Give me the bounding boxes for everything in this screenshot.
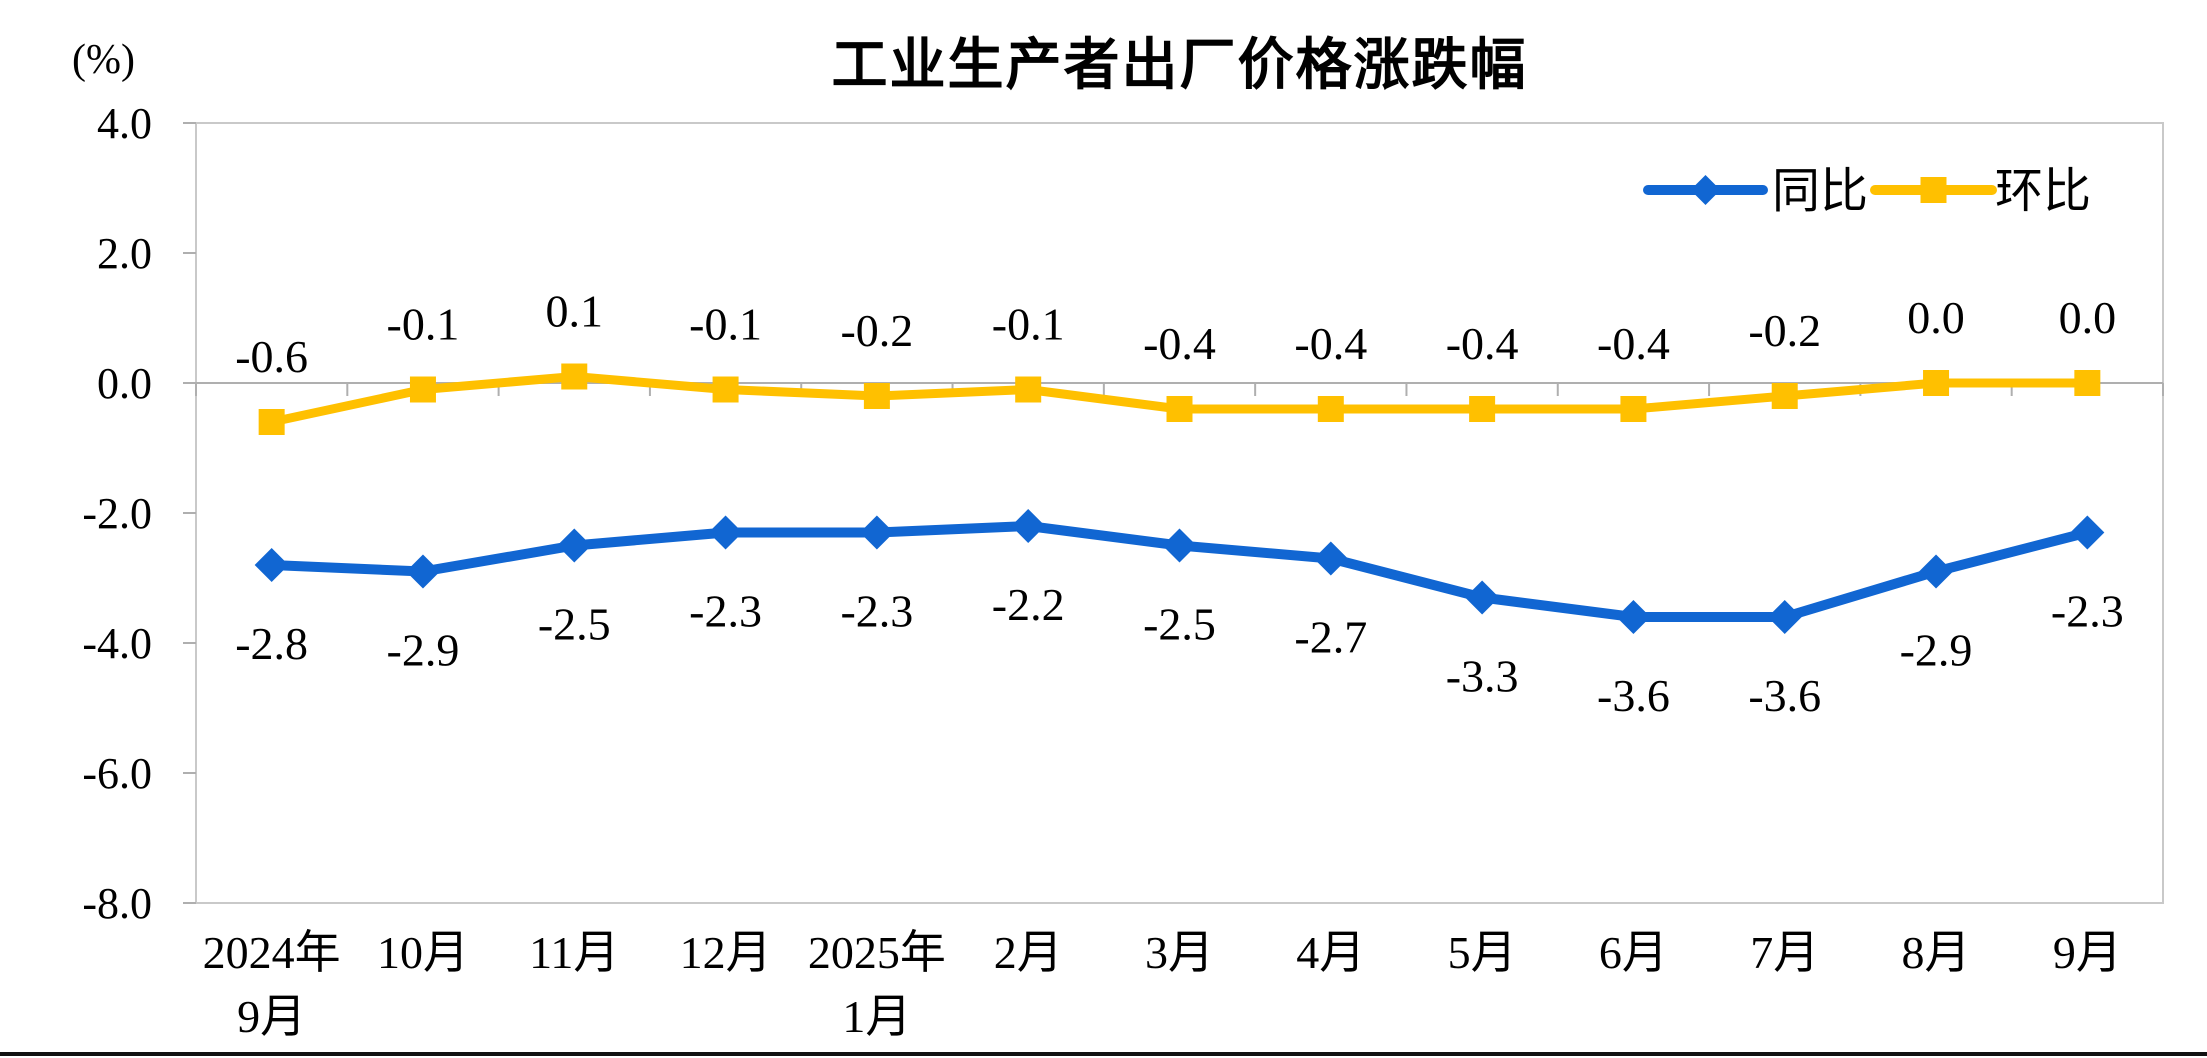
marker-yoy xyxy=(1767,600,1802,634)
x-axis-label: 2024年 xyxy=(203,927,341,978)
marker-yoy xyxy=(1011,509,1046,543)
y-axis-tick-label: -2.0 xyxy=(82,489,152,538)
y-axis-tick-label: -8.0 xyxy=(82,879,152,928)
marker-mom xyxy=(863,383,890,409)
data-label-yoy: -3.6 xyxy=(1597,670,1670,721)
marker-yoy xyxy=(1162,528,1197,563)
x-axis-label: 2025年 xyxy=(808,927,946,978)
data-label-mom: 0.0 xyxy=(2059,292,2117,343)
x-axis-label: 5月 xyxy=(1448,927,1517,978)
y-axis-tick-label: 2.0 xyxy=(97,229,152,278)
marker-mom xyxy=(1015,376,1042,403)
data-label-yoy: -2.3 xyxy=(2051,586,2124,637)
legend-item-yoy: 同比 xyxy=(1643,165,1868,218)
data-label-yoy: -2.5 xyxy=(1143,599,1216,650)
marker-yoy xyxy=(708,515,743,550)
y-axis-tick-label: 0.0 xyxy=(97,359,152,408)
data-label-yoy: -2.3 xyxy=(840,586,913,637)
data-label-mom: -0.4 xyxy=(1143,318,1216,369)
data-label-yoy: -2.7 xyxy=(1294,612,1367,663)
legend-item-mom: 环比 xyxy=(1870,165,2091,218)
marker-mom xyxy=(258,409,285,435)
x-axis-label: 10月 xyxy=(377,927,469,978)
data-label-yoy: -3.3 xyxy=(1446,651,1519,702)
data-label-mom: -0.1 xyxy=(689,299,762,350)
plot-border xyxy=(195,122,2164,904)
x-axis-label: 3月 xyxy=(1145,927,1214,978)
data-label-mom: -0.2 xyxy=(840,305,913,356)
chart-title: 工业生产者出厂价格涨跌幅 xyxy=(831,33,1528,98)
data-label-yoy: -2.9 xyxy=(387,625,460,676)
x-axis-label: 1月 xyxy=(842,991,911,1042)
legend-label-yoy: 同比 xyxy=(1772,165,1868,218)
y-axis-tick-label: -6.0 xyxy=(82,749,152,798)
data-label-yoy: -2.2 xyxy=(992,579,1065,630)
x-axis-label: 11月 xyxy=(529,927,619,978)
marker-mom xyxy=(712,376,739,403)
y-axis-tick-label: 4.0 xyxy=(97,99,152,148)
data-label-mom: -0.6 xyxy=(235,331,308,382)
marker-yoy xyxy=(254,548,289,582)
data-label-mom: -0.1 xyxy=(387,299,460,350)
marker-mom xyxy=(409,376,436,403)
marker-yoy xyxy=(2070,515,2105,550)
data-label-yoy: -2.8 xyxy=(235,618,308,669)
data-label-yoy: -3.6 xyxy=(1748,670,1821,721)
data-label-yoy: -2.5 xyxy=(538,599,611,650)
x-axis-label: 8月 xyxy=(1902,927,1971,978)
marker-yoy xyxy=(557,528,592,563)
data-label-mom: 0.0 xyxy=(1907,292,1965,343)
marker-yoy xyxy=(859,515,894,550)
marker-mom xyxy=(1166,396,1193,422)
x-axis-label: 9月 xyxy=(2053,927,2122,978)
legend-marker-yoy xyxy=(1690,175,1721,205)
marker-mom xyxy=(561,363,588,390)
data-label-mom: -0.2 xyxy=(1748,305,1821,356)
marker-mom xyxy=(1771,383,1798,409)
marker-yoy xyxy=(1919,554,1954,589)
marker-mom xyxy=(1317,396,1344,422)
marker-mom xyxy=(1469,396,1496,422)
x-axis-label: 9月 xyxy=(237,991,306,1042)
marker-yoy xyxy=(1616,600,1651,634)
marker-mom xyxy=(2074,370,2101,396)
data-label-mom: -0.4 xyxy=(1294,318,1367,369)
bottom-divider xyxy=(0,1052,2207,1056)
y-axis-tick-label: -4.0 xyxy=(82,619,152,668)
x-axis-label: 6月 xyxy=(1599,927,1668,978)
data-label-mom: -0.1 xyxy=(992,299,1065,350)
marker-mom xyxy=(1923,370,1950,396)
legend-marker-mom xyxy=(1920,177,1947,203)
data-label-yoy: -2.3 xyxy=(689,586,762,637)
x-axis-label: 12月 xyxy=(680,927,772,978)
legend-label-mom: 环比 xyxy=(1995,165,2091,218)
marker-yoy xyxy=(1313,541,1348,576)
marker-yoy xyxy=(1465,580,1500,615)
x-axis-label: 2月 xyxy=(994,927,1063,978)
marker-mom xyxy=(1620,396,1647,422)
x-axis-label: 7月 xyxy=(1750,927,1819,978)
data-label-yoy: -2.9 xyxy=(1900,625,1973,676)
y-axis-unit-label: (%) xyxy=(72,37,135,83)
data-label-mom: -0.4 xyxy=(1446,318,1519,369)
data-label-mom: -0.4 xyxy=(1597,318,1670,369)
marker-yoy xyxy=(405,554,440,589)
x-axis-label: 4月 xyxy=(1296,927,1365,978)
data-label-mom: 0.1 xyxy=(546,286,604,337)
